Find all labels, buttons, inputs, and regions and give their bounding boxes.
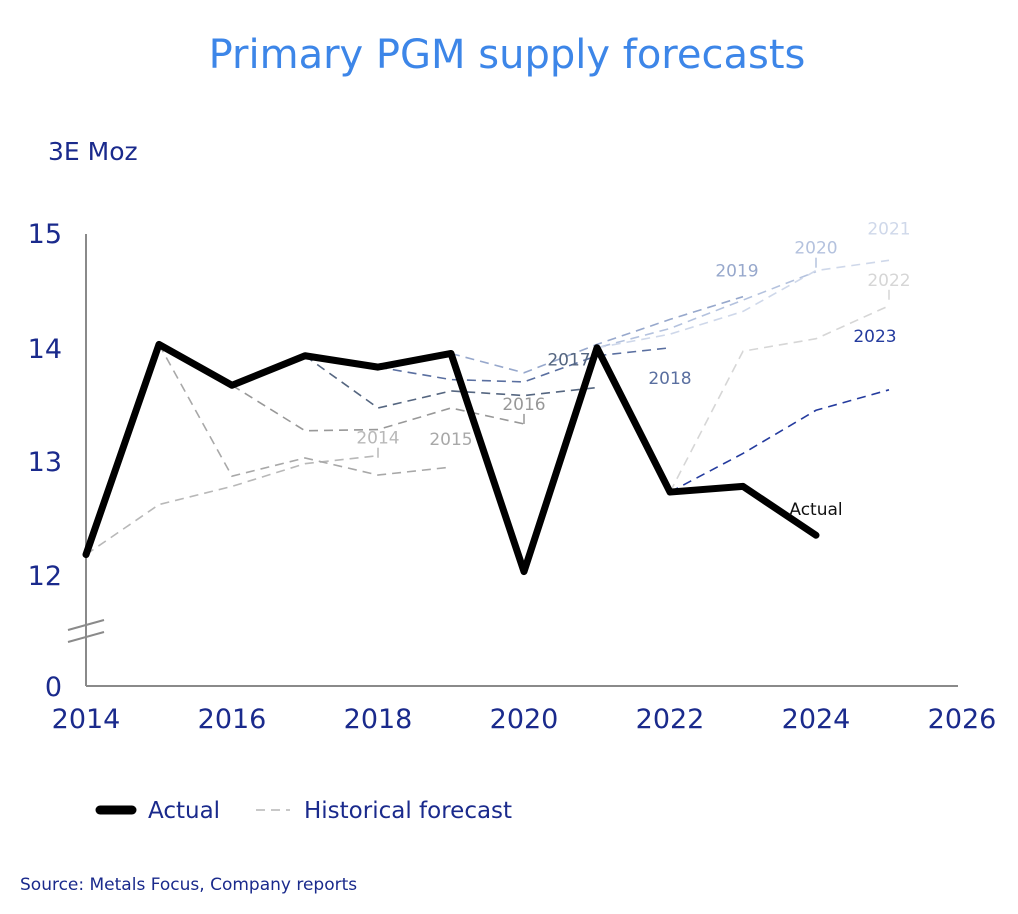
- forecast-line-2023: [669, 389, 890, 493]
- forecast-line-2022: [669, 305, 890, 493]
- chart-title: Primary PGM supply forecasts: [209, 32, 806, 78]
- y-tick-label: 14: [28, 334, 62, 365]
- source-note: Source: Metals Focus, Company reports: [20, 875, 357, 895]
- forecast-line-2020: [523, 270, 817, 572]
- series-label-2014: 2014: [356, 429, 399, 449]
- forecast-line-2017: [304, 355, 598, 409]
- series-label-2016: 2016: [502, 395, 545, 415]
- series-label-2018: 2018: [648, 369, 691, 389]
- forecast-line-2018: [377, 347, 671, 383]
- series-labels: Actual 2014 2015 2016 2017 2018 2019 2020 2021 20…: [356, 219, 910, 520]
- series-label-2021: 2021: [867, 219, 910, 239]
- y-tick-label: 15: [28, 219, 62, 250]
- x-tick-label: 2018: [344, 704, 413, 735]
- actual-series: [82, 340, 820, 576]
- forecast-line-2015: [158, 344, 452, 478]
- x-tick-label: 2024: [782, 704, 851, 735]
- x-tick-label: 2016: [198, 704, 267, 735]
- x-tick-labels: 2014 2016 2018 2020 2022 2024 2026: [52, 704, 997, 735]
- axis-break-marker: [67, 619, 105, 643]
- series-label-2023: 2023: [853, 327, 896, 347]
- forecast-line-2014: [85, 454, 379, 556]
- y-axis-unit-label: 3E Moz: [48, 137, 138, 166]
- forecast-line-2019: [450, 295, 744, 374]
- y-tick-label: 13: [28, 447, 62, 478]
- series-label-2022: 2022: [867, 271, 910, 291]
- actual-line: [82, 340, 820, 576]
- legend: Actual Historical forecast: [95, 798, 512, 824]
- forecast-line-2021: [596, 259, 890, 349]
- y-tick-label: 0: [45, 672, 62, 703]
- series-label-2015: 2015: [429, 430, 472, 450]
- y-tick-label: 12: [28, 561, 62, 592]
- legend-historical-label: Historical forecast: [304, 798, 512, 824]
- forecast-line-2016: [231, 384, 525, 432]
- forecast-series: [85, 259, 890, 572]
- x-tick-label: 2022: [636, 704, 705, 735]
- series-label-2019: 2019: [715, 262, 758, 282]
- y-tick-labels: 15 14 13 12 0: [28, 219, 62, 703]
- x-tick-label: 2020: [490, 704, 559, 735]
- series-label-2017: 2017: [547, 351, 590, 371]
- legend-actual-label: Actual: [148, 798, 220, 824]
- series-label-Actual: Actual: [789, 500, 842, 520]
- x-tick-label: 2014: [52, 704, 121, 735]
- x-tick-label: 2026: [928, 704, 997, 735]
- series-label-2020: 2020: [794, 239, 837, 259]
